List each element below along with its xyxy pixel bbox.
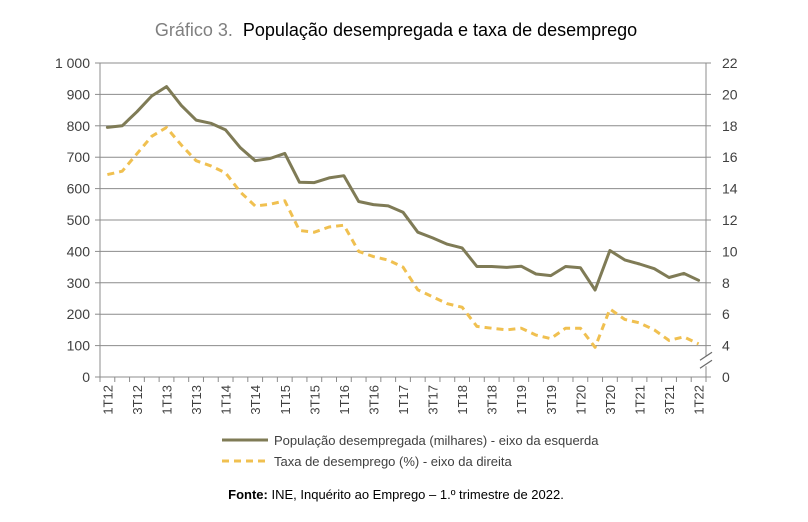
- legend-label-unemployment-rate: Taxa de desemprego (%) - eixo da direita: [274, 454, 513, 469]
- x-tick-label: 1T19: [514, 385, 529, 415]
- x-tick-label: 1T13: [160, 385, 175, 415]
- y-right-tick-label: 12: [722, 212, 738, 228]
- y-left-tick-label: 700: [67, 149, 91, 165]
- x-tick-label: 3T16: [366, 385, 381, 415]
- y-right-tick-label: 22: [722, 55, 738, 71]
- y-right-tick-label: 14: [722, 181, 738, 197]
- axis-break-mark: [699, 359, 713, 369]
- y-left-tick-label: 900: [67, 86, 91, 102]
- y-left-tick-label: 0: [82, 369, 90, 385]
- y-right-tick-label: 0: [722, 369, 730, 385]
- x-tick-label: 3T14: [248, 385, 263, 415]
- x-tick-label: 1T22: [692, 385, 707, 415]
- axes: [99, 63, 713, 378]
- y-right-tick-label: 8: [722, 275, 730, 291]
- x-tick-label: 1T15: [278, 385, 293, 415]
- x-tick-label: 1T16: [337, 385, 352, 415]
- source-label: Fonte:: [228, 487, 268, 502]
- x-tick-label: 3T18: [485, 385, 500, 415]
- source-text: INE, Inquérito ao Emprego – 1.º trimestr…: [268, 487, 564, 502]
- x-tick-label: 1T17: [396, 385, 411, 415]
- series-layer: [105, 85, 701, 349]
- y-right-tick-label: 20: [722, 86, 738, 102]
- x-tick-label: 1T20: [573, 385, 588, 415]
- x-tick-label: 1T14: [219, 385, 234, 415]
- x-tick-label: 1T18: [455, 385, 470, 415]
- y-right-tick-label: 4: [722, 338, 730, 354]
- y-left-tick-label: 200: [67, 306, 91, 322]
- y-left-tick-label: 1 000: [55, 55, 90, 71]
- chart-title-prefix: Gráfico 3.: [155, 20, 233, 40]
- x-tick-label: 3T19: [544, 385, 559, 415]
- y-left-tick-label: 100: [67, 338, 91, 354]
- y-right-axis-ticks: 0 4 6 8 10 12 14 16 18 20 22: [706, 55, 738, 385]
- x-axis-ticks: 1T12 3T12 1T13 3T13 1T14 3T14 1T15 3T15 1T16 3T16…: [99, 377, 707, 415]
- y-left-tick-label: 300: [67, 275, 91, 291]
- y-left-tick-label: 800: [67, 118, 91, 134]
- y-right-tick-label: 10: [722, 243, 738, 259]
- gridlines: [100, 62, 706, 347]
- x-tick-label: 3T17: [426, 385, 441, 415]
- legend-label-unemployed-population: População desempregada (milhares) - eixo…: [274, 433, 599, 448]
- axis-break-mark: [699, 351, 713, 361]
- y-left-tick-label: 400: [67, 243, 91, 259]
- chart-title-text: População desempregada e taxa de desempr…: [243, 20, 637, 40]
- source-note: Fonte: INE, Inquérito ao Emprego – 1.º t…: [228, 487, 564, 502]
- y-right-tick-label: 16: [722, 149, 738, 165]
- y-left-axis-ticks: 0 100 200 300 400 500 600 700 800 900 1 000: [55, 55, 100, 385]
- x-tick-label: 3T12: [130, 385, 145, 415]
- x-tick-label: 3T15: [307, 385, 322, 415]
- y-left-tick-label: 500: [67, 212, 91, 228]
- x-tick-label: 1T21: [632, 385, 647, 415]
- x-tick-label: 1T12: [100, 385, 115, 415]
- x-tick-label: 3T13: [189, 385, 204, 415]
- y-right-tick-label: 18: [722, 118, 738, 134]
- chart-title: Gráfico 3. População desempregada e taxa…: [155, 20, 637, 40]
- x-tick-label: 3T20: [603, 385, 618, 415]
- y-right-tick-label: 6: [722, 306, 730, 322]
- x-tick-label: 3T21: [662, 385, 677, 415]
- y-left-tick-label: 600: [67, 181, 91, 197]
- legend: População desempregada (milhares) - eixo…: [222, 433, 599, 469]
